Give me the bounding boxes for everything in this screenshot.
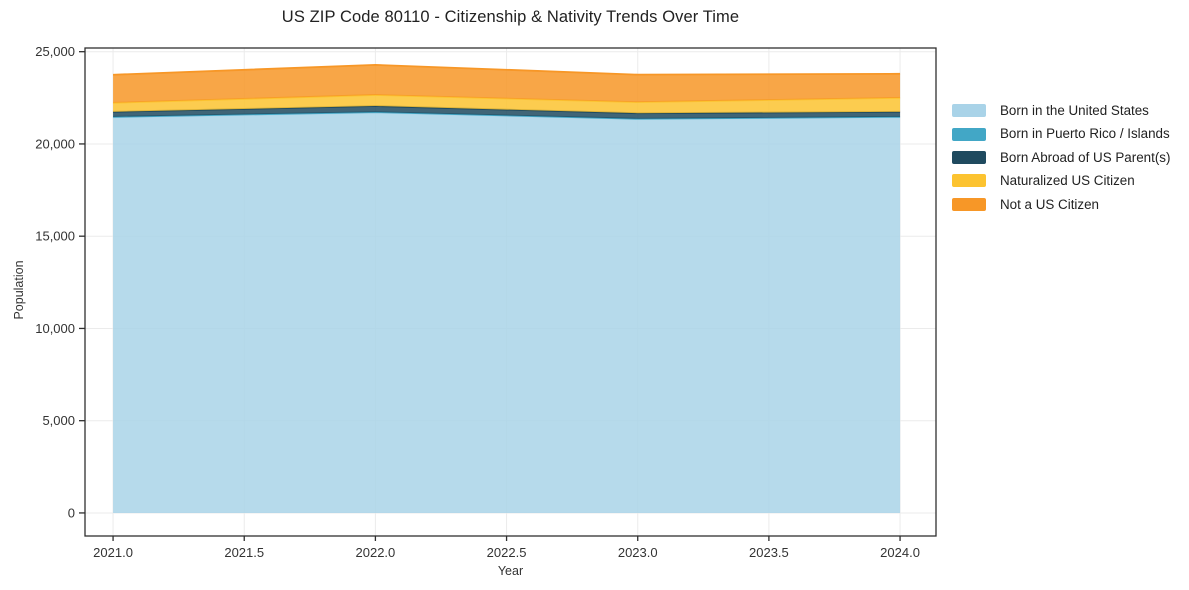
x-tick-label: 2021.0 [93,545,133,560]
legend-swatch-icon [952,174,986,188]
y-axis-label: Population [12,260,26,320]
legend-swatch-icon [952,197,986,211]
legend-item-3[interactable]: Naturalized US Citizen [952,173,1170,189]
y-tick-label: 5,000 [42,413,75,428]
x-tick-label: 2022.5 [487,545,527,560]
x-tick-label: 2023.0 [618,545,658,560]
y-tick-label: 0 [68,505,75,520]
area-edge-series-4 [113,63,901,76]
chart-title: US ZIP Code 80110 - Citizenship & Nativi… [281,8,740,26]
y-tick-label: 25,000 [35,44,75,59]
y-tick-label: 10,000 [35,321,75,336]
legend-item-0[interactable]: Born in the United States [952,104,1170,117]
legend-label: Born in Puerto Rico / Islands [1000,126,1170,142]
legend-item-1[interactable]: Born in Puerto Rico / Islands [952,126,1170,142]
legend-label: Not a US Citizen [1000,196,1099,212]
x-tick-label: 2023.5 [749,545,789,560]
legend-label: Born Abroad of US Parent(s) [1000,149,1171,165]
y-tick-label: 15,000 [35,229,75,244]
area-series-3 [113,94,901,114]
legend-label: Naturalized US Citizen [1000,173,1135,189]
x-tick-label: 2022.0 [356,545,396,560]
legend-swatch-icon [952,127,986,141]
area-series-0 [113,112,901,513]
x-tick-label: 2021.5 [224,545,264,560]
y-tick-label: 20,000 [35,136,75,151]
plot-border [84,47,937,537]
legend-item-2[interactable]: Born Abroad of US Parent(s) [952,149,1171,165]
x-axis-label: Year [497,564,524,578]
x-tick-label: 2024.0 [880,545,920,560]
legend-swatch-icon [952,104,986,118]
legend-label: Born in the United States [1000,103,1149,118]
legend-swatch-icon [952,151,986,165]
legend: Born in the United States Born in Puerto … [952,104,1170,211]
area-series-4 [113,64,901,103]
area-series-2 [113,106,901,119]
legend-item-4[interactable]: Not a US Citizen [952,196,1170,212]
